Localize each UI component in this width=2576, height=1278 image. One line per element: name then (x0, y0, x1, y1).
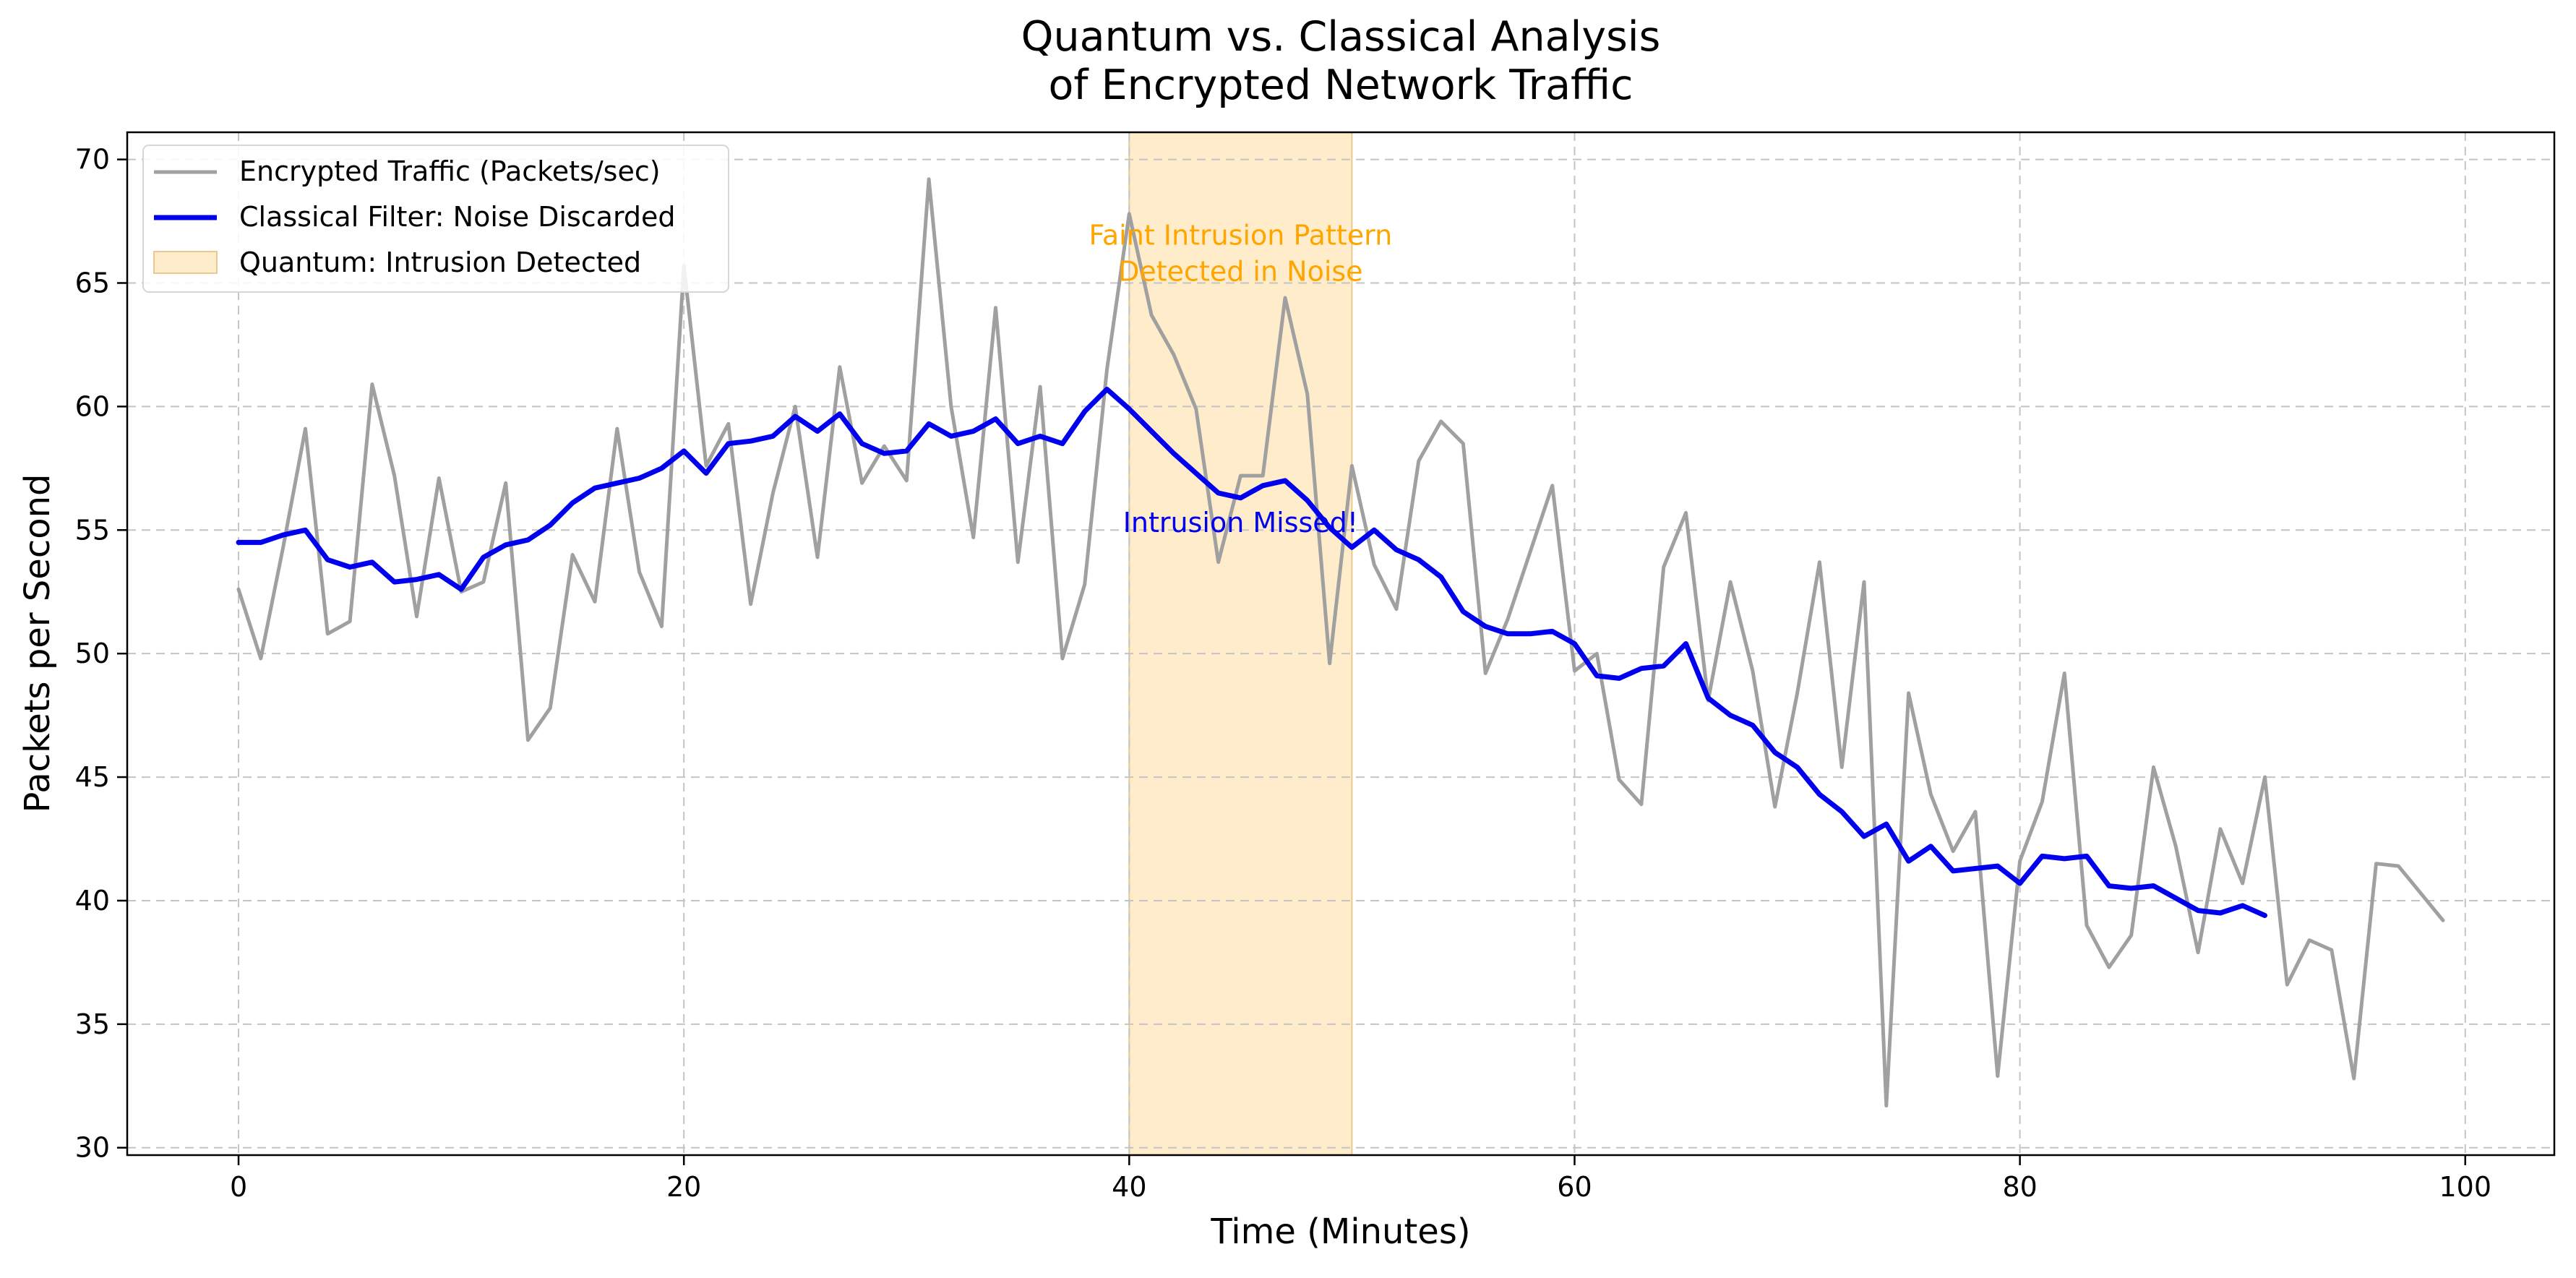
x-tick-label: 100 (2439, 1171, 2492, 1203)
y-tick-label: 50 (75, 638, 110, 669)
x-tick-label: 60 (1557, 1171, 1592, 1203)
plot-frame (126, 131, 2556, 1157)
y-axis-label: Packets per Second (17, 474, 58, 813)
series-line-filtered (236, 387, 2267, 918)
y-tick-label: 45 (75, 761, 110, 793)
legend-label-raw: Encrypted Traffic (Packets/sec) (239, 155, 661, 187)
x-tick-label: 0 (230, 1171, 247, 1203)
annotation-layer: Faint Intrusion Pattern Detected in Noise… (1089, 219, 1393, 539)
y-tick-label: 55 (75, 514, 110, 546)
legend-label-band: Quantum: Intrusion Detected (239, 246, 641, 278)
x-axis-label: Time (Minutes) (1210, 1211, 1470, 1252)
chart-title-line-2: of Encrypted Network Traffic (1049, 61, 1633, 109)
series-layer (236, 177, 2445, 1108)
tick-layer: 0 20 40 60 80 100 30 35 40 45 50 55 60 65 70 (75, 144, 2491, 1203)
annotation-text-0-0: Faint Intrusion Pattern (1089, 219, 1393, 251)
annotation-text-1-0: Intrusion Missed! (1123, 507, 1358, 539)
band-layer (1128, 132, 1353, 1156)
x-tick-label: 80 (2002, 1171, 2037, 1203)
y-tick-label: 70 (75, 144, 110, 176)
legend-label-filtered: Classical Filter: Noise Discarded (239, 201, 676, 233)
y-tick-label: 65 (75, 267, 110, 299)
x-tick-label: 20 (666, 1171, 701, 1203)
y-tick-label: 40 (75, 885, 110, 917)
annotation-text-0-1: Detected in Noise (1118, 255, 1362, 287)
y-tick-label: 35 (75, 1008, 110, 1040)
chart-title-line-1: Quantum vs. Classical Analysis (1021, 13, 1661, 61)
legend-box (142, 145, 729, 293)
x-tick-label: 40 (1112, 1171, 1146, 1203)
series-line-raw (236, 177, 2445, 1108)
y-tick-label: 60 (75, 390, 110, 422)
legend-swatch-band (153, 251, 218, 274)
legend: Encrypted Traffic (Packets/sec) Classica… (142, 145, 729, 293)
y-tick-label: 30 (75, 1132, 110, 1164)
intrusion-band (1128, 132, 1353, 1156)
